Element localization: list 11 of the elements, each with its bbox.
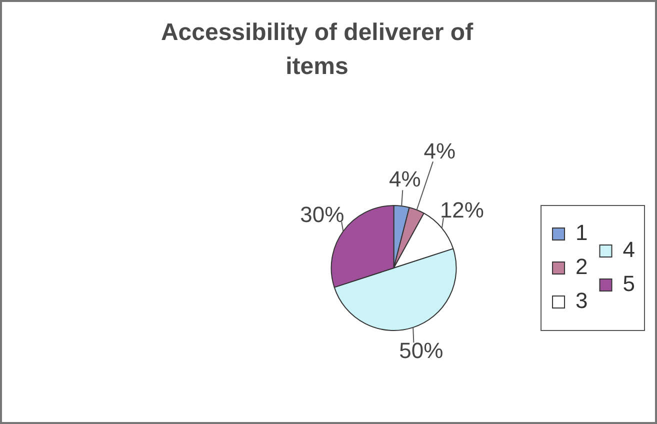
legend-label: 4	[622, 237, 636, 262]
legend-label: 1	[576, 220, 588, 246]
data-label: 12%	[440, 198, 484, 223]
data-label: 4%	[388, 166, 421, 192]
data-label: 4%	[424, 138, 456, 164]
legend-label: 3	[576, 288, 588, 314]
legend-label: 5	[622, 271, 636, 296]
chart-title: Accessibility of deliverer of items	[160, 18, 474, 82]
legend-label: 2	[576, 254, 588, 280]
data-label: 30%	[300, 202, 344, 228]
data-label: 50%	[399, 338, 444, 364]
